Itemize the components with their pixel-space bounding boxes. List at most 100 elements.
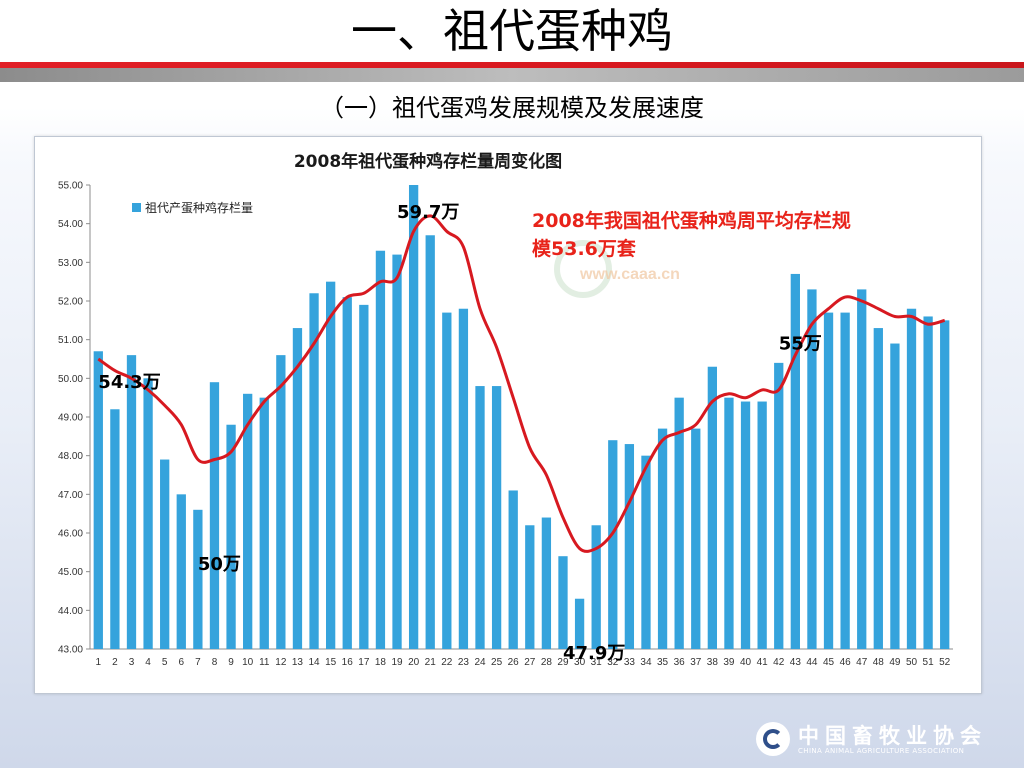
x-tick-label: 16: [342, 657, 354, 668]
chart-note-line: 模53.6万套: [532, 237, 637, 260]
x-tick-label: 21: [425, 657, 437, 668]
bar: [491, 386, 502, 649]
bar: [707, 366, 718, 649]
bar: [425, 235, 435, 649]
x-tick-label: 49: [889, 657, 901, 668]
x-tick-label: 15: [325, 657, 337, 668]
bar: [608, 440, 618, 649]
x-tick-label: 10: [242, 657, 254, 668]
bar: [641, 455, 651, 649]
x-tick-label: 1: [96, 657, 102, 668]
bar: [508, 490, 518, 649]
bar: [740, 401, 751, 649]
x-tick-label: 35: [657, 657, 669, 668]
bar: [193, 509, 203, 649]
x-tick-label: 28: [541, 657, 553, 668]
bar: [226, 424, 236, 649]
x-tick-label: 51: [923, 657, 935, 668]
x-tick-label: 48: [873, 657, 885, 668]
x-tick-label: 18: [375, 657, 387, 668]
y-tick-label: 51.00: [58, 335, 83, 346]
title-rule-grey: [0, 68, 1024, 82]
bar: [558, 556, 568, 649]
watermark-text: www.caaa.cn: [579, 266, 680, 283]
bar: [840, 312, 850, 649]
x-tick-label: 50: [906, 657, 918, 668]
x-tick-label: 52: [939, 657, 951, 668]
x-tick-label: 42: [773, 657, 785, 668]
x-tick-label: 11: [259, 657, 270, 668]
slide-title: 一、祖代蛋种鸡: [351, 4, 673, 58]
bar: [724, 397, 734, 649]
bar: [93, 351, 103, 649]
data-annotation: 54.3万: [98, 372, 160, 393]
bar: [674, 397, 684, 649]
bar: [442, 312, 452, 649]
bar: [591, 525, 601, 649]
x-tick-label: 30: [574, 657, 586, 668]
bar: [857, 289, 867, 649]
data-annotation: 50万: [198, 554, 241, 575]
bar: [292, 328, 303, 649]
x-tick-label: 22: [441, 657, 453, 668]
bar: [342, 297, 352, 649]
data-annotation: 55万: [779, 334, 822, 355]
x-tick-label: 17: [358, 657, 370, 668]
slide-subtitle: （一）祖代蛋鸡发展规模及发展速度: [320, 94, 704, 122]
y-tick-label: 49.00: [58, 413, 83, 424]
data-annotation: 59.7万: [397, 202, 459, 223]
bar: [359, 304, 369, 649]
x-tick-label: 37: [690, 657, 702, 668]
y-tick-label: 43.00: [58, 645, 83, 656]
bar: [475, 386, 485, 649]
x-tick-label: 41: [757, 657, 769, 668]
legend-label: 祖代产蛋种鸡存栏量: [145, 200, 253, 215]
chart: 2008年祖代蛋种鸡存栏量周变化图www.caaa.cn43.0044.0045…: [58, 151, 953, 668]
caaa-logo-icon: [756, 722, 790, 756]
x-tick-label: 14: [308, 657, 320, 668]
x-tick-label: 26: [508, 657, 520, 668]
x-tick-label: 34: [640, 657, 652, 668]
x-tick-label: 43: [790, 657, 802, 668]
bar: [541, 517, 552, 649]
x-tick-label: 24: [474, 657, 486, 668]
bar: [823, 312, 834, 649]
x-tick-label: 27: [524, 657, 536, 668]
bar: [624, 444, 635, 649]
bar: [657, 428, 668, 649]
chart-panel: 2008年祖代蛋种鸡存栏量周变化图 www.caaa.cn 43.00 44.00 45…: [34, 136, 982, 694]
y-tick-label: 47.00: [58, 490, 83, 501]
bar: [525, 525, 535, 649]
footer-logo: 中国畜牧业协会 CHINA ANIMAL AGRICULTURE ASSOCIA…: [756, 720, 1006, 760]
bar: [774, 362, 784, 649]
y-tick-label: 46.00: [58, 529, 83, 540]
bar: [276, 355, 286, 649]
bar: [790, 273, 800, 649]
y-tick-label: 54.00: [58, 219, 83, 230]
chart-title: 2008年祖代蛋种鸡存栏量周变化图: [294, 151, 562, 172]
y-tick-label: 44.00: [58, 606, 83, 617]
bar: [807, 289, 817, 649]
bar: [890, 343, 900, 649]
x-tick-label: 32: [607, 657, 619, 668]
x-tick-label: 2: [112, 657, 118, 668]
x-tick-label: 20: [408, 657, 420, 668]
bar: [940, 320, 950, 649]
watermark-emblem-icon: [554, 240, 612, 298]
bar: [906, 308, 917, 649]
bar: [574, 598, 585, 649]
bar: [110, 409, 120, 649]
y-tick-label: 50.00: [58, 374, 83, 385]
x-tick-label: 33: [624, 657, 636, 668]
x-tick-label: 4: [145, 657, 151, 668]
legend-swatch: [132, 203, 141, 212]
x-tick-label: 9: [228, 657, 234, 668]
x-tick-label: 5: [162, 657, 168, 668]
bar: [392, 254, 402, 649]
trend-line: [97, 214, 946, 553]
x-tick-label: 39: [723, 657, 735, 668]
bar: [160, 459, 170, 649]
x-tick-label: 45: [823, 657, 835, 668]
x-tick-label: 47: [856, 657, 868, 668]
x-tick-label: 13: [292, 657, 304, 668]
